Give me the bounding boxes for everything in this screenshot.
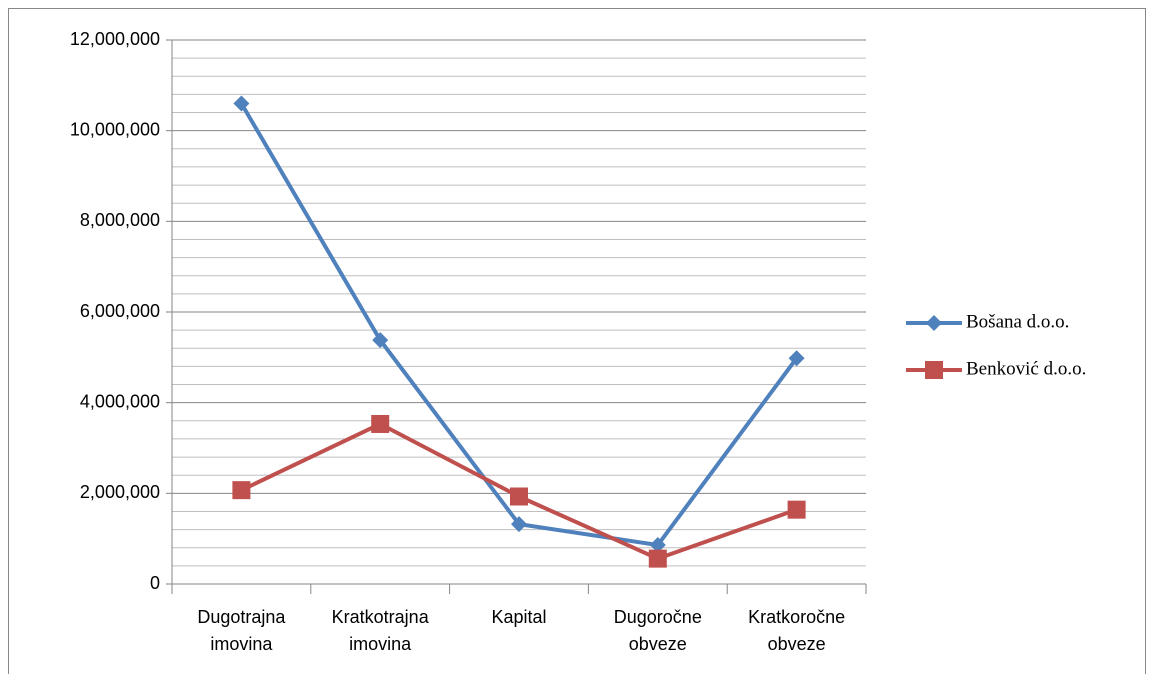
marker	[925, 361, 943, 379]
legend-label: Bošana d.o.o.	[966, 311, 1069, 332]
y-tick-label: 0	[150, 573, 160, 593]
x-tick-label: Dugotrajna imovina	[197, 607, 286, 654]
marker	[787, 500, 806, 519]
y-tick-label: 2,000,000	[80, 482, 160, 502]
y-tick-label: 4,000,000	[80, 391, 160, 411]
legend-label: Benković d.o.o.	[966, 358, 1086, 379]
series-line	[239, 102, 799, 548]
marker	[648, 549, 667, 568]
y-tick-label: 10,000,000	[70, 119, 160, 139]
x-tick-label: Kapital	[491, 607, 547, 627]
marker	[788, 350, 805, 367]
y-tick-label: 6,000,000	[80, 301, 160, 321]
marker	[510, 487, 528, 506]
x-tick-label: Kratkotrajna imovina	[331, 607, 429, 654]
x-tick-label: Kratkoročne obveze	[748, 607, 846, 654]
marker	[371, 414, 390, 433]
chart-frame	[8, 8, 1146, 674]
marker	[233, 95, 250, 112]
marker	[372, 332, 389, 349]
marker	[649, 537, 666, 554]
x-tick-label: Dugoročne obveze	[613, 607, 702, 654]
y-tick-label: 12,000,000	[70, 29, 160, 49]
marker	[511, 516, 527, 533]
marker	[926, 315, 942, 331]
y-tick-label: 8,000,000	[80, 210, 160, 230]
marker	[232, 481, 251, 500]
